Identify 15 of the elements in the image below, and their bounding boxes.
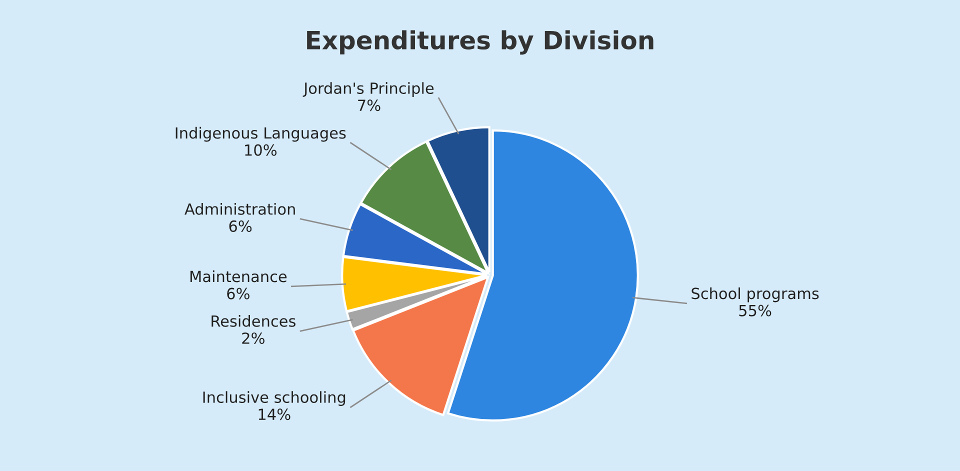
chart-title: Expenditures by Division bbox=[307, 30, 654, 55]
slice-label: Administration bbox=[184, 203, 295, 215]
slice-label: Jordan's Principle bbox=[302, 82, 434, 97]
data-label: 10% bbox=[245, 144, 277, 156]
data-label: 6% bbox=[227, 288, 250, 300]
data-label: 55% bbox=[739, 304, 772, 316]
slice-label: Indigenous Languages bbox=[176, 126, 346, 142]
data-label: 14% bbox=[258, 408, 290, 420]
data-label: 2% bbox=[242, 332, 264, 344]
data-label: 6% bbox=[229, 220, 252, 232]
data-label: 7% bbox=[358, 100, 380, 112]
slice-label: Residences bbox=[212, 315, 296, 327]
slice-label: School programs bbox=[692, 287, 819, 302]
slice-label: Maintenance bbox=[190, 270, 287, 282]
slice-label: Inclusive schooling bbox=[203, 391, 346, 406]
